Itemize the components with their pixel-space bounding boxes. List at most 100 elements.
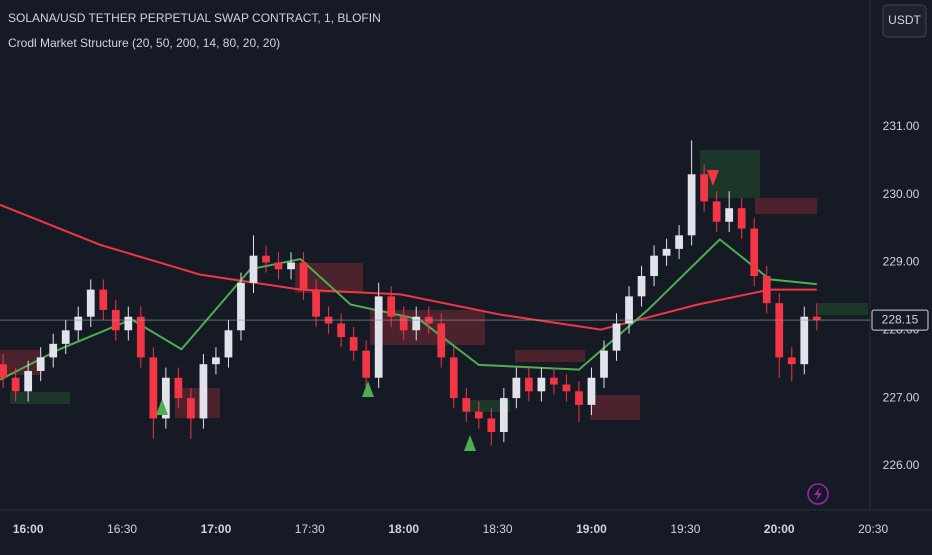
candle-body	[537, 377, 546, 392]
candle-body	[762, 276, 771, 304]
zones	[0, 150, 868, 420]
candle-body	[374, 296, 383, 378]
last-price-box	[871, 309, 929, 331]
alert-bolt[interactable]	[814, 487, 822, 501]
candle-body	[99, 289, 108, 310]
candle-body	[149, 357, 158, 419]
candle-body	[387, 296, 396, 317]
candle-body	[737, 208, 746, 229]
candle-body	[0, 364, 8, 378]
candle-body	[687, 174, 696, 236]
candle-body	[462, 398, 471, 412]
candle-body	[199, 364, 208, 419]
candle-body	[675, 235, 683, 249]
x-tick-label: 20:00	[764, 522, 795, 536]
candle-body	[812, 316, 821, 321]
buy-signal	[464, 435, 476, 451]
last-price-label: 228.15	[882, 312, 919, 326]
y-tick-label: 227.00	[883, 390, 920, 404]
zone	[175, 388, 220, 418]
candle-body	[512, 377, 521, 399]
candle-body	[487, 418, 496, 433]
candle-body	[474, 411, 483, 419]
x-tick-label: 20:30	[858, 522, 888, 536]
candle-body	[337, 323, 345, 338]
candle-body	[499, 398, 508, 433]
candle-body	[174, 377, 183, 399]
candle-body	[725, 208, 734, 222]
candle-body	[349, 337, 358, 351]
y-tick-label: 230.00	[883, 187, 920, 201]
chart-title: SOLANA/USD TETHER PERPETUAL SWAP CONTRAC…	[8, 11, 381, 25]
candle-body	[86, 289, 95, 317]
buy-signal	[156, 399, 168, 415]
plot-area	[0, 140, 821, 446]
y-tick-label: 229.00	[883, 255, 920, 269]
candle-body	[712, 201, 721, 222]
x-tick-label: 16:30	[107, 522, 137, 536]
candle-body	[212, 357, 220, 365]
candle-body	[412, 316, 421, 331]
candle-body	[800, 316, 809, 365]
candle-body	[575, 391, 583, 405]
currency-button[interactable]	[882, 4, 927, 38]
y-tick-label: 226.00	[883, 458, 920, 472]
zone	[590, 395, 640, 420]
x-tick-label: 18:00	[388, 522, 419, 536]
alert-circle[interactable]	[807, 483, 829, 505]
candle-body	[262, 255, 270, 263]
candle-body	[775, 303, 784, 358]
x-tick-label: 18:30	[483, 522, 513, 536]
alert-icon[interactable]	[807, 483, 829, 505]
candle-body	[74, 316, 83, 331]
signals	[156, 170, 719, 451]
candle-body	[36, 357, 45, 371]
candle-body	[224, 330, 233, 358]
y-tick-label: 231.00	[883, 119, 920, 133]
candle-body	[274, 262, 283, 270]
x-tick-label: 19:30	[670, 522, 700, 536]
candle-body	[312, 289, 320, 317]
candle-body	[124, 316, 133, 331]
candle-body	[362, 350, 371, 378]
candle-body	[237, 282, 245, 331]
zone	[818, 303, 868, 315]
candle-body	[287, 262, 295, 270]
x-tick-label: 19:00	[576, 522, 607, 536]
candle-body	[637, 276, 646, 297]
zone	[370, 310, 485, 345]
candle-body	[249, 255, 258, 283]
zone	[10, 392, 70, 404]
zone	[755, 198, 817, 214]
candle-body	[562, 384, 571, 392]
candle-body	[437, 323, 446, 358]
candle-body	[299, 262, 308, 290]
candle-body	[187, 398, 195, 419]
candle-body	[625, 296, 633, 324]
candle-body	[24, 370, 33, 392]
candle-body	[787, 357, 796, 365]
candle-body	[525, 377, 533, 392]
candle-body	[662, 248, 671, 256]
candle-body	[136, 316, 145, 358]
candle-body	[399, 316, 408, 331]
candle-body	[650, 255, 658, 277]
candle-body	[449, 357, 458, 399]
candle-body	[750, 228, 759, 277]
x-tick-label: 16:00	[13, 522, 44, 536]
moving-average	[0, 203, 817, 331]
candle-body	[700, 174, 709, 202]
candle-body	[587, 377, 596, 405]
buy-signal	[362, 381, 374, 397]
candle-body	[49, 343, 58, 358]
candle-body	[61, 330, 70, 344]
currency-label[interactable]: USDT	[888, 13, 921, 27]
candle-body	[612, 323, 621, 351]
candle-body	[550, 377, 558, 385]
candle-body	[161, 377, 170, 419]
candle-body	[600, 350, 608, 378]
sell-signal	[707, 170, 719, 186]
x-tick-label: 17:00	[201, 522, 232, 536]
